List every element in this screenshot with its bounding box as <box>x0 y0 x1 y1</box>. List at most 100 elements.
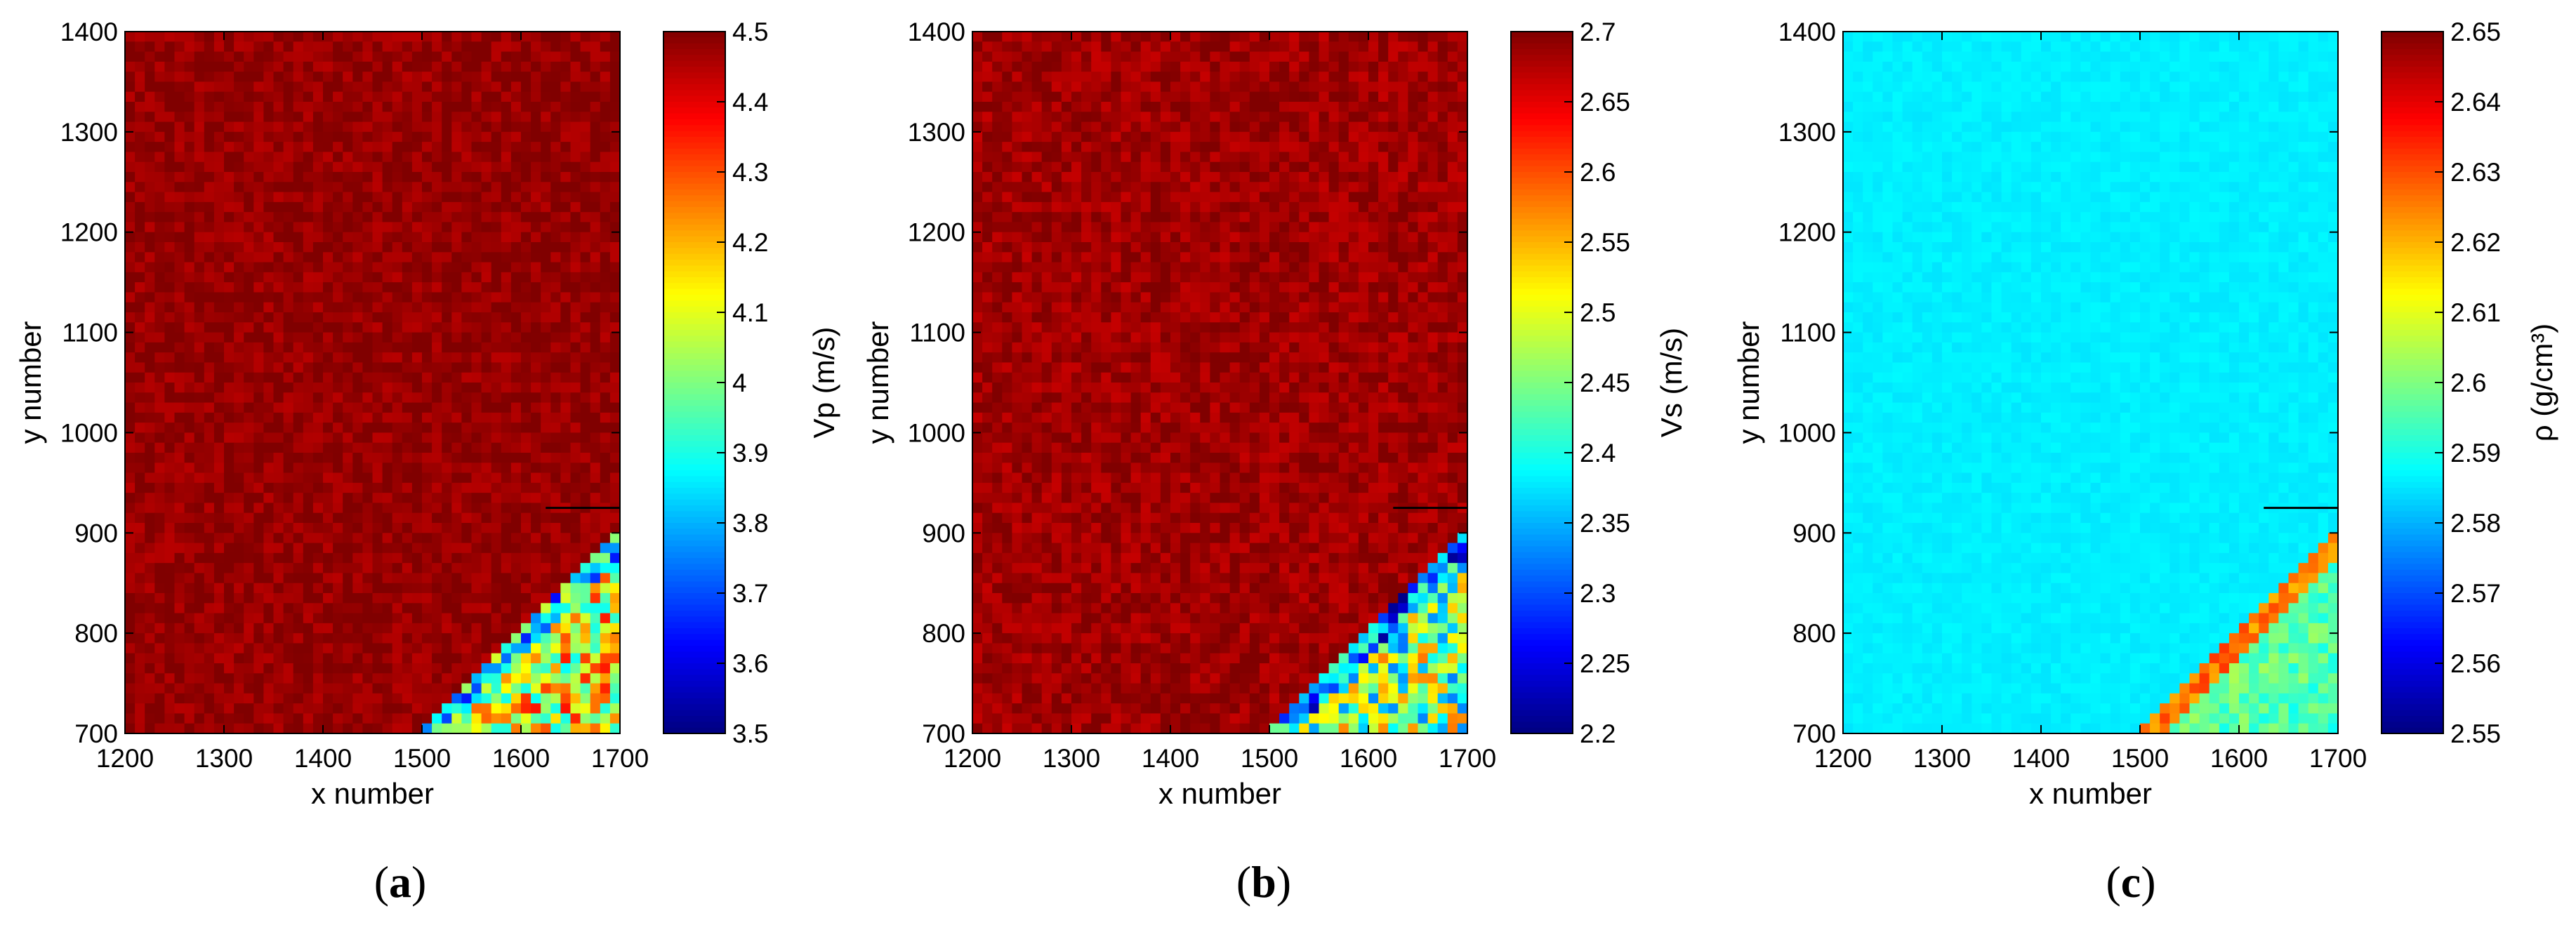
heatmap-cell <box>491 212 502 223</box>
heatmap-cell <box>570 442 581 453</box>
heatmap-cell <box>184 442 195 453</box>
heatmap-cell <box>154 72 165 83</box>
heatmap-cell <box>1150 242 1161 253</box>
heatmap-cell <box>263 552 275 564</box>
heatmap-cell <box>312 131 324 142</box>
heatmap-cell <box>550 61 561 72</box>
heatmap-cell <box>1299 201 1309 213</box>
heatmap-cell <box>303 91 314 102</box>
heatmap-cell <box>600 523 611 533</box>
heatmap-cell <box>541 623 551 634</box>
heatmap-cell <box>253 201 264 213</box>
heatmap-cell <box>154 683 165 694</box>
heatmap-cell <box>580 683 591 694</box>
heatmap-cell <box>392 392 403 404</box>
heatmap-cell <box>491 423 502 434</box>
heatmap-cell <box>422 152 432 163</box>
heatmap-cell <box>174 713 185 724</box>
heatmap-cell <box>471 81 482 93</box>
heatmap-cell <box>521 91 531 102</box>
heatmap-cell <box>560 51 572 62</box>
heatmap-cell <box>609 713 621 724</box>
heatmap-cell <box>580 192 591 203</box>
heatmap-cell <box>422 693 432 704</box>
heatmap-cell <box>481 583 492 594</box>
heatmap-cell <box>253 262 264 273</box>
heatmap-cell <box>1408 182 1419 193</box>
heatmap-cell <box>1328 131 1340 142</box>
heatmap-cell <box>194 352 205 364</box>
heatmap-cell <box>982 192 993 203</box>
heatmap-cell <box>992 72 1003 83</box>
heatmap-cell <box>531 222 541 233</box>
heatmap-cell <box>1259 262 1270 273</box>
heatmap-cell <box>293 703 304 715</box>
heatmap-cell <box>1319 72 1330 83</box>
heatmap-cell <box>1071 112 1082 123</box>
heatmap-cell <box>1358 131 1369 142</box>
heatmap-cell <box>521 212 531 223</box>
heatmap-cell <box>253 593 264 604</box>
heatmap-cell <box>1299 131 1309 142</box>
heatmap-cell <box>333 182 343 193</box>
heatmap-cell <box>244 613 254 624</box>
heatmap-cell <box>1358 41 1369 53</box>
heatmap-cell <box>1190 222 1201 233</box>
heatmap-cell <box>600 372 611 383</box>
heatmap-cell <box>432 262 442 273</box>
heatmap-cell <box>541 61 551 72</box>
heatmap-cell <box>560 252 572 263</box>
heatmap-cell <box>213 121 225 133</box>
heatmap-cell <box>600 543 611 554</box>
heatmap-cell <box>590 302 601 313</box>
heatmap-cell <box>411 272 423 283</box>
heatmap-cell <box>333 643 343 654</box>
heatmap-cell <box>471 673 482 684</box>
heatmap-cell <box>164 142 176 153</box>
heatmap-cell <box>442 423 452 434</box>
heatmap-cell <box>481 723 492 734</box>
heatmap-cell <box>194 212 205 223</box>
colorbar-swatch <box>663 418 725 424</box>
heatmap-cell <box>550 453 561 463</box>
heatmap-cell <box>184 482 195 493</box>
heatmap-cell <box>224 512 235 524</box>
heatmap-cell <box>303 201 314 213</box>
heatmap-cell <box>1130 121 1142 133</box>
heatmap-cell <box>442 683 452 694</box>
heatmap-cell <box>1319 262 1330 273</box>
heatmap-cell <box>1150 252 1161 263</box>
heatmap-cell <box>442 593 452 604</box>
heatmap-cell <box>392 503 403 514</box>
heatmap-cell <box>224 51 235 62</box>
heatmap-cell <box>560 453 572 463</box>
heatmap-cell <box>362 41 374 53</box>
heatmap-cell <box>1071 182 1082 193</box>
heatmap-cell <box>224 453 235 463</box>
heatmap-cell <box>184 603 195 614</box>
heatmap-cell <box>1368 192 1379 203</box>
heatmap-cell <box>422 182 432 193</box>
heatmap-cell <box>590 152 601 163</box>
heatmap-cell <box>1309 61 1320 72</box>
heatmap-cell <box>1002 272 1012 283</box>
heatmap-cell <box>1289 212 1300 223</box>
heatmap-cell <box>392 383 403 393</box>
heatmap-cell <box>343 51 353 62</box>
heatmap-cell <box>1269 242 1280 253</box>
colorbar-swatch <box>663 587 725 594</box>
heatmap-cell <box>1427 61 1439 72</box>
heatmap-cell <box>312 683 324 694</box>
heatmap-cell <box>184 573 195 584</box>
heatmap-cell <box>1140 91 1151 102</box>
heatmap-cell <box>461 643 473 654</box>
heatmap-cell <box>145 152 155 163</box>
colorbar-swatch <box>663 470 725 477</box>
colorbar-swatch <box>663 178 725 185</box>
heatmap-cell <box>352 222 363 233</box>
heatmap-cell <box>1002 61 1012 72</box>
heatmap-cell <box>1220 131 1231 142</box>
heatmap-cell <box>154 552 165 564</box>
heatmap-cell <box>1091 51 1102 62</box>
heatmap-cell <box>293 342 304 353</box>
